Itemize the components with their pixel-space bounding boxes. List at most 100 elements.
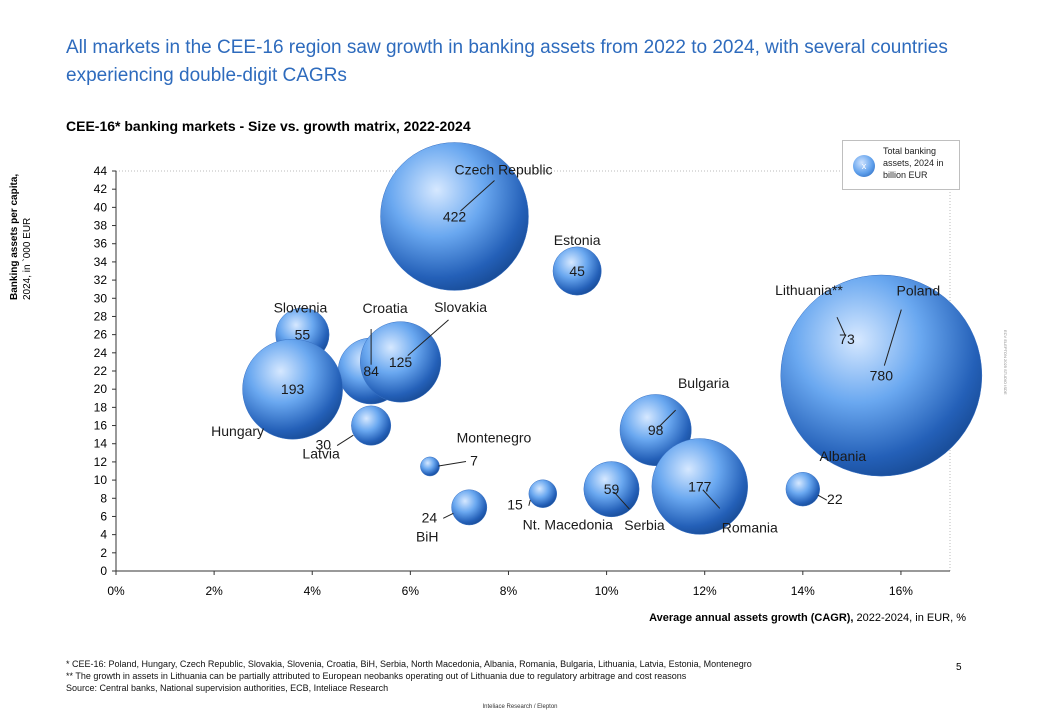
bubble-slovakia bbox=[360, 321, 442, 403]
leader-line bbox=[836, 316, 846, 337]
x-axis-label-rest: 2022-2024, in EUR, % bbox=[853, 612, 966, 624]
y-tick-label: 6 bbox=[100, 509, 107, 523]
bubble-estonia bbox=[552, 246, 602, 296]
country-label: Slovakia bbox=[434, 299, 487, 315]
y-tick-label: 12 bbox=[94, 455, 108, 469]
bubble-bih bbox=[451, 489, 488, 526]
y-tick-label: 10 bbox=[94, 473, 108, 487]
y-tick-label: 22 bbox=[94, 364, 108, 378]
x-tick-label: 16% bbox=[889, 584, 913, 598]
x-tick-label: 6% bbox=[402, 584, 420, 598]
leader-line bbox=[613, 491, 630, 510]
bubble-montenegro bbox=[420, 456, 440, 477]
bubble-nt-macedonia bbox=[528, 479, 558, 508]
leader-line bbox=[438, 460, 467, 467]
footnote-1: * CEE-16: Poland, Hungary, Czech Republi… bbox=[66, 659, 752, 669]
page-number: 5 bbox=[956, 662, 962, 673]
y-tick-label: 40 bbox=[94, 200, 108, 214]
legend: x Total banking assets, 2024 in billion … bbox=[842, 140, 960, 190]
country-label: Latvia bbox=[302, 446, 340, 462]
bubble-value-label: 422 bbox=[443, 208, 467, 224]
country-label: Serbia bbox=[624, 517, 665, 533]
bubble-value-label: 55 bbox=[295, 327, 311, 343]
country-label: Albania bbox=[819, 448, 866, 464]
leader-line bbox=[528, 500, 531, 506]
bubble-poland bbox=[780, 274, 983, 477]
leader-line bbox=[883, 309, 902, 366]
country-label: Romania bbox=[722, 519, 778, 535]
bubble-czech-republic bbox=[380, 142, 529, 291]
country-label: Croatia bbox=[363, 300, 408, 316]
bubble-value-label: 125 bbox=[389, 354, 413, 370]
legend-bubble-icon: x bbox=[853, 155, 875, 177]
country-label: Poland bbox=[897, 283, 941, 299]
bubble-value-label: 98 bbox=[648, 422, 664, 438]
y-tick-label: 2 bbox=[100, 546, 107, 560]
y-tick-label: 14 bbox=[94, 437, 108, 451]
bubble-value-label: 15 bbox=[507, 497, 523, 513]
country-label: Bulgaria bbox=[678, 375, 730, 391]
bubble-serbia bbox=[583, 461, 640, 518]
y-tick-label: 26 bbox=[94, 328, 108, 342]
leader-line bbox=[817, 494, 828, 501]
leader-line bbox=[443, 512, 454, 519]
y-tick-label: 36 bbox=[94, 237, 108, 251]
bubble-value-label: 45 bbox=[569, 263, 585, 279]
y-axis-label: Banking assets per capita, 2024, in `000… bbox=[8, 40, 34, 300]
country-label: Hungary bbox=[211, 423, 264, 439]
bubble-hungary bbox=[242, 338, 343, 440]
y-tick-label: 34 bbox=[94, 255, 108, 269]
country-label: Czech Republic bbox=[455, 161, 553, 177]
footnote-source: Source: Central banks, National supervis… bbox=[66, 683, 389, 693]
y-tick-label: 18 bbox=[94, 400, 108, 414]
x-tick-label: 8% bbox=[500, 584, 518, 598]
bubble-value-label: 177 bbox=[688, 478, 712, 494]
x-tick-label: 12% bbox=[693, 584, 717, 598]
x-tick-label: 10% bbox=[595, 584, 619, 598]
y-tick-label: 32 bbox=[94, 273, 108, 287]
bubble-value-label: 73 bbox=[839, 331, 855, 347]
bubble-latvia bbox=[351, 405, 392, 446]
footer: Inteliace Research / Elepton bbox=[482, 704, 558, 710]
y-tick-label: 28 bbox=[94, 309, 108, 323]
country-label: Estonia bbox=[554, 232, 601, 248]
x-axis-label: Average annual assets growth (CAGR), 202… bbox=[649, 612, 966, 624]
x-axis-label-bold: Average annual assets growth (CAGR), bbox=[649, 612, 854, 624]
leader-line bbox=[407, 319, 449, 356]
y-tick-label: 44 bbox=[94, 164, 108, 178]
footnotes: * CEE-16: Poland, Hungary, Czech Republi… bbox=[66, 658, 752, 694]
y-tick-label: 30 bbox=[94, 291, 108, 305]
y-tick-label: 0 bbox=[100, 564, 107, 578]
bubble-value-label: 7 bbox=[470, 452, 478, 468]
bubble-romania bbox=[651, 438, 748, 535]
leader-line bbox=[658, 409, 677, 428]
y-tick-label: 4 bbox=[100, 528, 107, 542]
y-tick-label: 20 bbox=[94, 382, 108, 396]
country-label: BiH bbox=[416, 528, 439, 544]
y-tick-label: 16 bbox=[94, 419, 108, 433]
leader-line bbox=[336, 434, 354, 446]
x-tick-label: 0% bbox=[107, 584, 125, 598]
leader-line bbox=[702, 489, 721, 509]
headline: All markets in the CEE-16 region saw gro… bbox=[66, 37, 948, 86]
x-tick-label: 14% bbox=[791, 584, 815, 598]
bubble-value-label: 84 bbox=[363, 363, 379, 379]
country-label: Nt. Macedonia bbox=[523, 517, 613, 533]
bubble-value-label: 30 bbox=[316, 437, 332, 453]
country-label: Lithuania** bbox=[775, 282, 843, 298]
y-tick-label: 8 bbox=[100, 491, 107, 505]
bubble-value-label: 780 bbox=[870, 368, 894, 384]
footnote-2: ** The growth in assets in Lithuania can… bbox=[66, 671, 687, 681]
bubble-value-label: 59 bbox=[604, 481, 620, 497]
country-label: Montenegro bbox=[457, 429, 532, 445]
bubble-value-label: 22 bbox=[827, 491, 843, 507]
x-tick-label: 4% bbox=[304, 584, 322, 598]
x-tick-label: 2% bbox=[205, 584, 223, 598]
y-tick-label: 42 bbox=[94, 182, 108, 196]
bubble-value-label: 24 bbox=[422, 509, 438, 525]
bubble-value-label: 193 bbox=[281, 381, 305, 397]
chart-subtitle: CEE-16* banking markets - Size vs. growt… bbox=[66, 118, 471, 134]
copyright-note: ECV ELEPTON 2025 STUDIO ISDE bbox=[1003, 330, 1008, 395]
leader-line bbox=[460, 180, 495, 212]
